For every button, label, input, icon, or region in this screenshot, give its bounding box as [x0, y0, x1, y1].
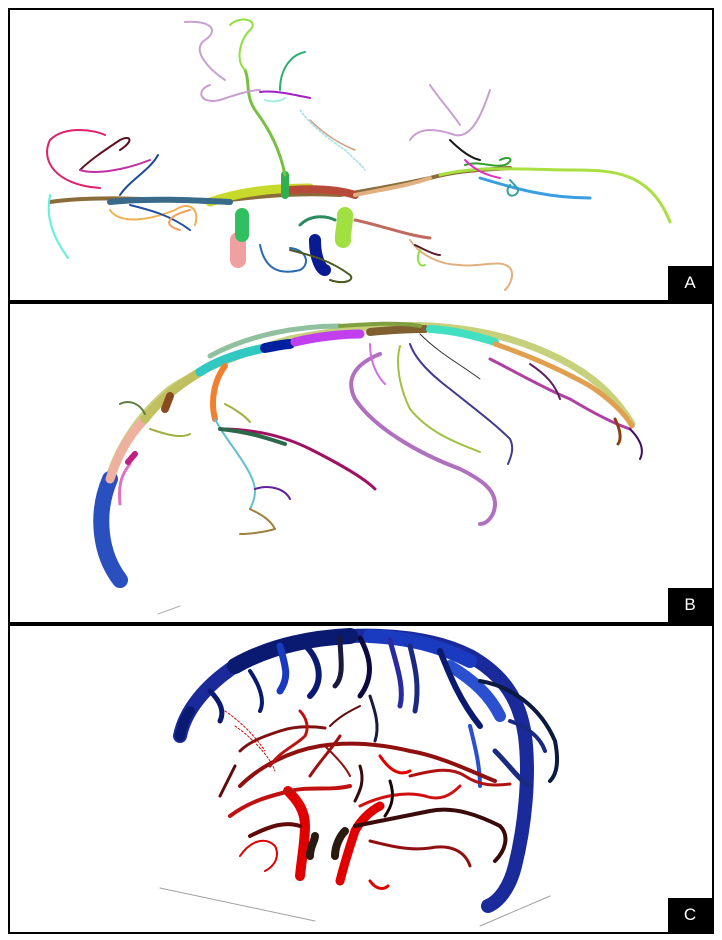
panel-c: C — [8, 624, 714, 934]
panel-b: B — [8, 302, 714, 624]
panel-a: A — [8, 8, 714, 302]
vessel-render-a — [46, 18, 672, 291]
panel-b-label: B — [668, 588, 712, 622]
panel-c-label: C — [668, 898, 712, 932]
vessel-render-c — [159, 628, 560, 927]
panel-a-label: A — [668, 266, 712, 300]
vessel-render-b — [93, 321, 643, 615]
